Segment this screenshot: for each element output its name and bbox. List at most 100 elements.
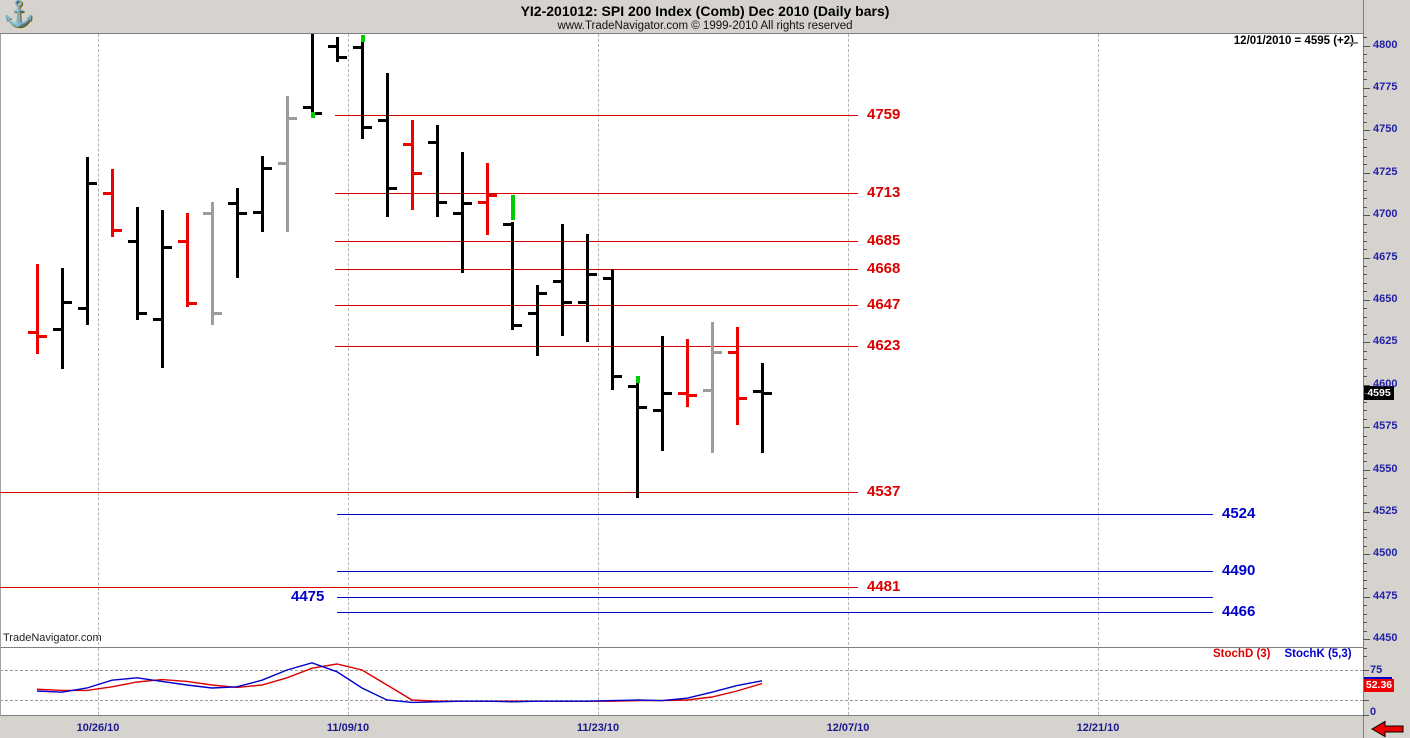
level-label: 4524	[1222, 504, 1256, 522]
price-axis-tick	[1363, 274, 1367, 276]
bar-close-tick	[463, 202, 472, 206]
bar-close-tick	[738, 397, 747, 401]
bar-open-tick	[153, 317, 162, 321]
anchor-icon: ⚓	[3, 0, 35, 28]
stochd-legend-label: StochD (3)	[1213, 648, 1271, 660]
price-axis-tick	[1363, 656, 1367, 658]
price-axis-tick	[1363, 393, 1367, 395]
price-axis-tick	[1363, 520, 1367, 522]
stoch-axis-75-label: 75	[1370, 664, 1383, 676]
level-line	[335, 115, 858, 117]
price-axis-label: 4700	[1373, 208, 1398, 221]
price-axis-tick	[1363, 198, 1367, 200]
bar-close-tick	[413, 171, 422, 175]
bar-open-tick	[453, 212, 462, 216]
price-axis-tick	[1363, 138, 1367, 140]
bar-open-tick	[503, 222, 512, 226]
bar-close-tick	[663, 392, 672, 396]
price-axis-label: 4550	[1373, 462, 1398, 475]
stoch-gridline	[0, 700, 1363, 701]
price-axis-tick	[1363, 486, 1367, 488]
date-gridline	[1098, 648, 1099, 715]
price-panel[interactable]	[0, 33, 1363, 647]
title-block: YI2-201012: SPI 200 Index (Comb) Dec 201…	[0, 0, 1410, 32]
price-axis-tick	[1363, 215, 1370, 217]
price-axis-tick	[1363, 333, 1367, 335]
level-line	[337, 611, 1213, 613]
scroll-left-arrow-icon[interactable]	[1370, 720, 1404, 738]
price-bar	[486, 162, 489, 236]
bar-open-tick	[128, 239, 137, 243]
price-bar	[311, 34, 314, 112]
level-line	[335, 269, 858, 271]
bar-close-tick	[88, 181, 97, 185]
bar-open-tick	[303, 105, 312, 109]
date-gridline	[598, 34, 599, 645]
stochk-axis-marker	[1364, 677, 1392, 679]
bar-open-tick	[428, 141, 437, 145]
date-gridline	[98, 648, 99, 715]
price-axis-tick	[1363, 130, 1370, 132]
price-axis-label: 4450	[1373, 632, 1398, 645]
bar-open-tick	[28, 331, 37, 335]
price-bar	[136, 206, 139, 321]
bar-open-tick	[578, 300, 587, 304]
date-axis[interactable]	[0, 717, 1363, 738]
price-axis-label: 4625	[1373, 335, 1398, 348]
price-axis-tick	[1363, 494, 1367, 496]
stoch-axis-0-label: 0	[1370, 706, 1377, 718]
price-axis-label: 4600	[1373, 377, 1398, 390]
bar-open-tick	[178, 239, 187, 243]
price-axis-tick	[1363, 452, 1367, 454]
bar-open-tick	[753, 390, 762, 394]
price-axis[interactable]	[1363, 0, 1410, 738]
price-bar	[386, 72, 389, 217]
price-axis-label: 4750	[1373, 123, 1398, 136]
price-bar	[286, 96, 289, 233]
watermark-text: TradeNavigator.com	[3, 632, 102, 644]
level-line	[335, 193, 858, 195]
price-axis-tick	[1363, 325, 1367, 327]
price-axis-label: 4650	[1373, 292, 1398, 305]
date-tick-label: 10/26/10	[76, 722, 120, 734]
level-line	[337, 571, 1213, 573]
price-bar	[561, 223, 564, 336]
last-quote-label: 12/01/2010 = 4595 (+2)	[1233, 35, 1354, 47]
price-bar	[536, 284, 539, 356]
price-bar	[236, 187, 239, 278]
price-axis-tick	[1363, 545, 1367, 547]
copyright-subtitle: www.TradeNavigator.com © 1999-2010 All r…	[557, 20, 853, 32]
price-axis-label: 4500	[1373, 547, 1398, 560]
level-line	[0, 586, 858, 588]
level-label: 4668	[867, 260, 901, 278]
price-axis-tick	[1363, 121, 1367, 123]
bar-close-tick	[163, 246, 172, 250]
bar-close-tick	[263, 166, 272, 170]
stoch-axis-tick	[1363, 700, 1369, 701]
price-axis-tick	[1363, 299, 1370, 301]
price-bar	[636, 381, 639, 499]
bar-close-tick	[588, 273, 597, 277]
price-axis-tick	[1363, 444, 1367, 446]
level-line	[335, 240, 858, 242]
page-title: YI2-201012: SPI 200 Index (Comb) Dec 201…	[520, 3, 890, 19]
date-gridline	[98, 34, 99, 645]
price-bar	[761, 362, 764, 453]
bar-close-tick	[288, 117, 297, 121]
price-axis-tick	[1363, 265, 1367, 267]
bar-open-tick	[678, 392, 687, 396]
price-bar	[111, 169, 114, 238]
date-tick-label: 12/07/10	[826, 722, 870, 734]
date-gridline	[348, 34, 349, 645]
price-axis-tick	[1363, 350, 1367, 352]
bar-open-tick	[228, 202, 237, 206]
bar-open-tick	[53, 327, 62, 331]
bar-close-tick	[563, 300, 572, 304]
price-bar	[411, 120, 414, 210]
stoch-gridline	[0, 670, 1363, 671]
price-axis-tick	[1363, 155, 1367, 157]
price-bar	[161, 210, 164, 368]
bar-open-tick	[603, 276, 612, 280]
bar-close-tick	[363, 125, 372, 129]
